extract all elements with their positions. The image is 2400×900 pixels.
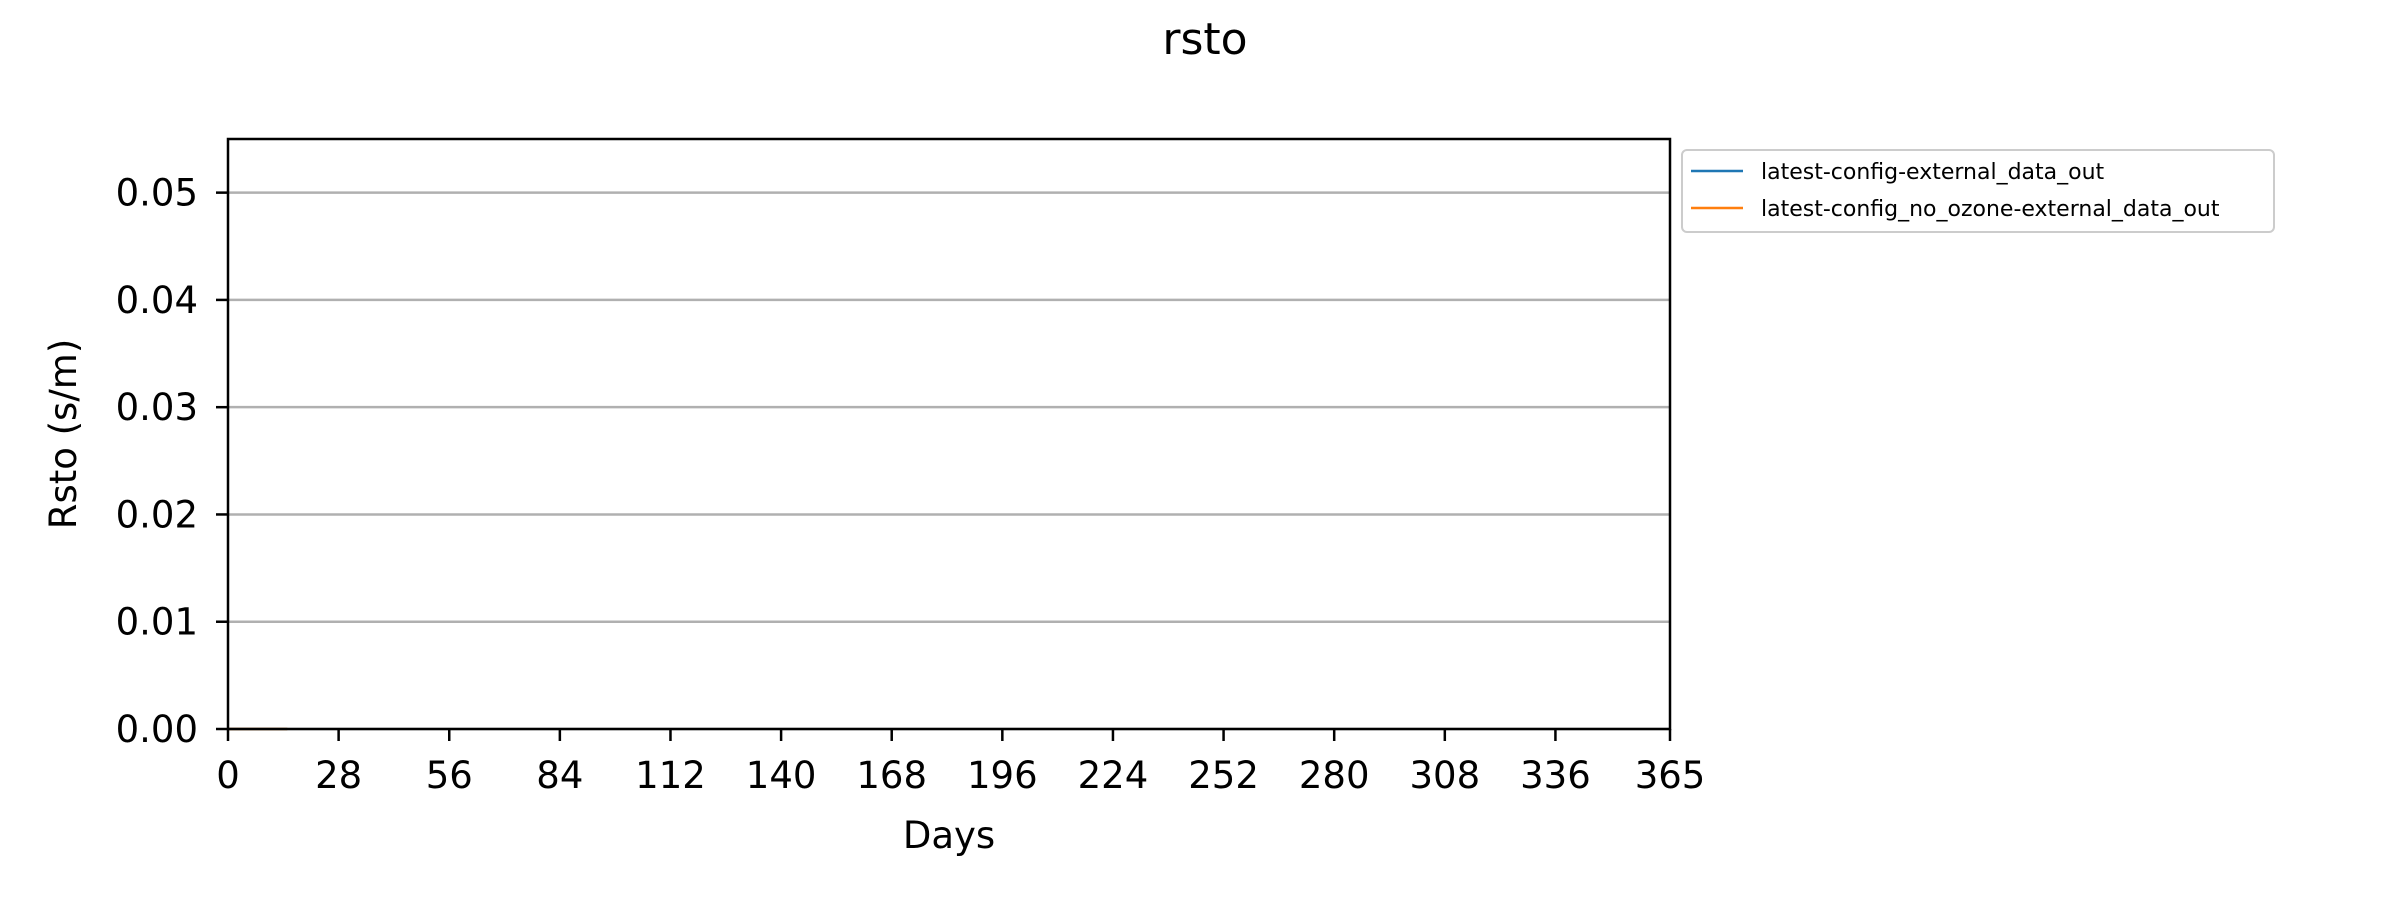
- x-tick-label-1: 28: [315, 754, 362, 797]
- x-axis-label: Days: [903, 814, 995, 857]
- grid-lines: [228, 191, 1670, 731]
- x-tick-label-2: 56: [426, 754, 473, 797]
- x-tick-label-6: 168: [856, 754, 927, 797]
- legend-label-series-2: latest-config_no_ozone-external_data_out: [1761, 197, 2220, 222]
- x-tick-label-7: 196: [967, 754, 1038, 797]
- y-tick-label-4: 0.04: [116, 279, 198, 322]
- chart-title: rsto: [1162, 14, 1247, 65]
- x-tick-label-0: 0: [216, 754, 240, 797]
- y-axis-ticks: 0.00 0.01 0.02 0.03 0.04 0.05: [116, 172, 228, 751]
- x-tick-label-10: 280: [1299, 754, 1370, 797]
- x-tick-label-9: 252: [1188, 754, 1259, 797]
- y-tick-label-3: 0.03: [116, 386, 198, 429]
- plot-area-frame: [226, 137, 1672, 731]
- x-tick-label-12: 336: [1520, 754, 1591, 797]
- legend: latest-config-external_data_out latest-c…: [1681, 149, 2275, 233]
- x-tick-label-4: 112: [635, 754, 706, 797]
- x-axis-ticks: 0 28 56 84 112 140 168 196 224 252 280 308 336 365: [216, 729, 1705, 797]
- x-tick-label-3: 84: [536, 754, 583, 797]
- x-tick-label-13: 365: [1635, 754, 1706, 797]
- x-tick-label-8: 224: [1078, 754, 1149, 797]
- legend-label-series-1: latest-config-external_data_out: [1761, 160, 2105, 185]
- y-axis-label: Rsto (s/m): [42, 339, 85, 530]
- legend-box: [1681, 149, 2275, 233]
- x-tick-label-11: 308: [1409, 754, 1480, 797]
- y-tick-label-0: 0.00: [116, 708, 198, 751]
- y-tick-label-5: 0.05: [116, 172, 198, 215]
- x-tick-label-5: 140: [746, 754, 817, 797]
- y-tick-label-1: 0.01: [116, 601, 198, 644]
- y-tick-label-2: 0.02: [116, 493, 198, 536]
